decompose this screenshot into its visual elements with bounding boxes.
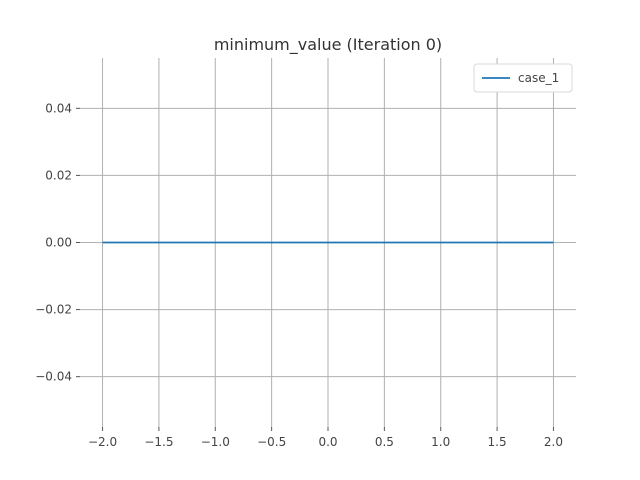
x-tick-label: −1.5: [144, 435, 173, 449]
x-tick-label: 0.5: [375, 435, 394, 449]
y-tick-label: −0.04: [35, 370, 72, 384]
chart-title: minimum_value (Iteration 0): [214, 35, 442, 55]
legend: case_1: [473, 63, 573, 93]
x-tick-label: 1.5: [488, 435, 507, 449]
legend-label: case_1: [518, 71, 559, 85]
y-tick-label: 0.04: [45, 101, 72, 115]
x-tick-label: −2.0: [88, 435, 117, 449]
legend-box: [473, 63, 573, 93]
x-tick-label: 1.0: [431, 435, 450, 449]
x-tick-label: −0.5: [257, 435, 286, 449]
y-tick-label: 0.00: [45, 236, 72, 250]
x-tick-label: 2.0: [544, 435, 563, 449]
axis-ticks: −2.0 −1.5 −1.0 −0.5 0.0 0.5 1.0 1.5 2.0 −0.04 −0.0…: [35, 101, 563, 449]
y-tick-label: −0.02: [35, 303, 72, 317]
x-tick-label: 0.0: [318, 435, 337, 449]
x-tick-label: −1.0: [201, 435, 230, 449]
y-tick-label: 0.02: [45, 168, 72, 182]
